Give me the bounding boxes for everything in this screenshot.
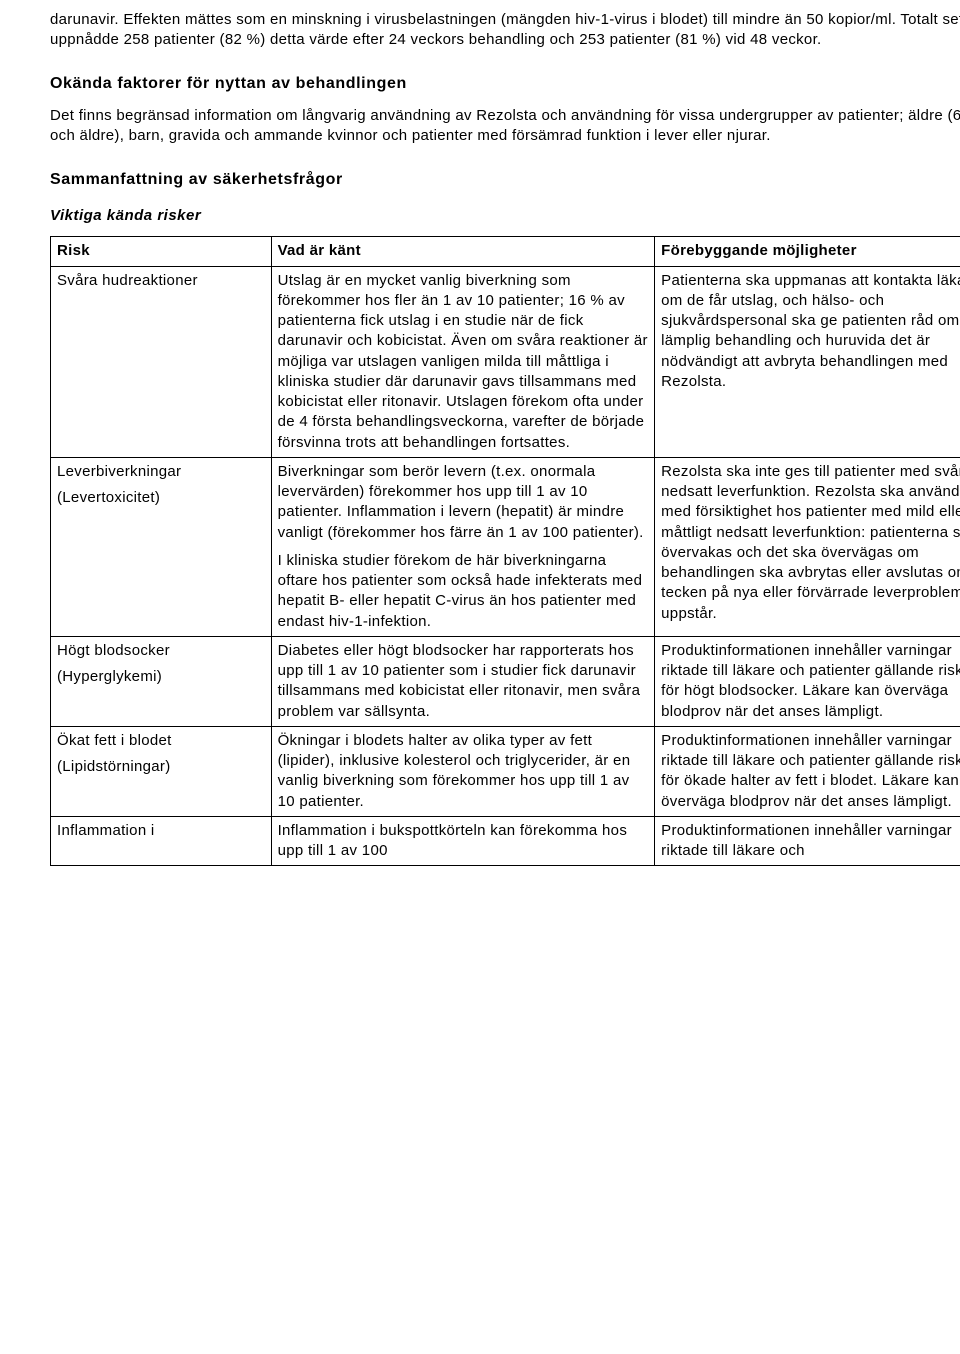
risk-main-label: Svåra hudreaktioner bbox=[57, 271, 265, 291]
table-row: Svåra hudreaktioner Utslag är en mycket v… bbox=[51, 266, 960, 457]
prevent-cell: Produktinformationen innehåller varninga… bbox=[655, 636, 960, 726]
col-header-known: Vad är känt bbox=[271, 237, 655, 266]
table-row: Inflammation i Inflammation i bukspottkör… bbox=[51, 816, 960, 866]
risk-main-label: Inflammation i bbox=[57, 821, 265, 841]
risk-main-label: Högt blodsocker bbox=[57, 641, 265, 661]
known-risks-heading: Viktiga kända risker bbox=[50, 206, 960, 226]
unknown-factors-heading: Okända faktorer för nyttan av behandling… bbox=[50, 73, 960, 95]
intro-paragraph-1: darunavir. Effekten mättes som en minskn… bbox=[50, 10, 960, 51]
col-header-prevent: Förebyggande möjligheter bbox=[655, 237, 960, 266]
prevent-cell: Rezolsta ska inte ges till patienter med… bbox=[655, 457, 960, 636]
known-cell: Ökningar i blodets halter av olika typer… bbox=[271, 726, 655, 816]
risk-main-label: Ökat fett i blodet bbox=[57, 731, 265, 751]
known-text: Utslag är en mycket vanlig biverkning so… bbox=[278, 271, 649, 453]
risk-cell: Inflammation i bbox=[51, 816, 272, 866]
risk-sub-label: (Hyperglykemi) bbox=[57, 667, 265, 687]
prevent-cell: Patienterna ska uppmanas att kontakta lä… bbox=[655, 266, 960, 457]
prevent-cell: Produktinformationen innehåller varninga… bbox=[655, 726, 960, 816]
known-text: Inflammation i bukspottkörteln kan förek… bbox=[278, 821, 649, 862]
unknown-factors-paragraph: Det finns begränsad information om långv… bbox=[50, 106, 960, 147]
risk-cell: Leverbiverkningar (Levertoxicitet) bbox=[51, 457, 272, 636]
known-text: Ökningar i blodets halter av olika typer… bbox=[278, 731, 649, 812]
risk-cell: Ökat fett i blodet (Lipidstörningar) bbox=[51, 726, 272, 816]
col-header-risk: Risk bbox=[51, 237, 272, 266]
known-cell: Diabetes eller högt blodsocker har rappo… bbox=[271, 636, 655, 726]
risk-sub-label: (Lipidstörningar) bbox=[57, 757, 265, 777]
table-header-row: Risk Vad är känt Förebyggande möjlighete… bbox=[51, 237, 960, 266]
table-row: Högt blodsocker (Hyperglykemi) Diabetes el… bbox=[51, 636, 960, 726]
table-row: Ökat fett i blodet (Lipidstörningar) Öknin… bbox=[51, 726, 960, 816]
risk-sub-label: (Levertoxicitet) bbox=[57, 488, 265, 508]
risk-cell: Högt blodsocker (Hyperglykemi) bbox=[51, 636, 272, 726]
known-text: Diabetes eller högt blodsocker har rappo… bbox=[278, 641, 649, 722]
known-cell: Biverkningar som berör levern (t.ex. ono… bbox=[271, 457, 655, 636]
risk-cell: Svåra hudreaktioner bbox=[51, 266, 272, 457]
risk-table: Risk Vad är känt Förebyggande möjlighete… bbox=[50, 236, 960, 866]
known-text: Biverkningar som berör levern (t.ex. ono… bbox=[278, 462, 649, 543]
risk-main-label: Leverbiverkningar bbox=[57, 462, 265, 482]
prevent-cell: Produktinformationen innehåller varninga… bbox=[655, 816, 960, 866]
table-row: Leverbiverkningar (Levertoxicitet) Biverkn… bbox=[51, 457, 960, 636]
known-cell: Utslag är en mycket vanlig biverkning so… bbox=[271, 266, 655, 457]
safety-summary-heading: Sammanfattning av säkerhetsfrågor bbox=[50, 169, 960, 191]
known-cell: Inflammation i bukspottkörteln kan förek… bbox=[271, 816, 655, 866]
known-text-2: I kliniska studier förekom de här biverk… bbox=[278, 551, 649, 632]
